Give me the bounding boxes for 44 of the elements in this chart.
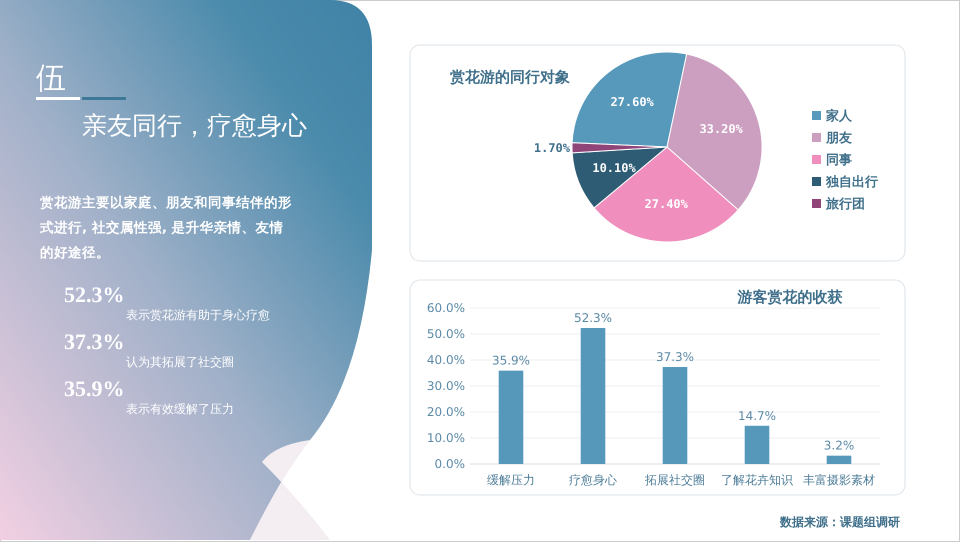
text: 52.3%	[64, 282, 124, 307]
text: 35.9%	[64, 376, 124, 401]
data-label: 37.3%	[656, 350, 694, 364]
data-label: 3.2%	[824, 438, 854, 453]
y-tick-label: 40.0%	[426, 353, 465, 367]
bar	[580, 328, 606, 464]
data-label: 14.7%	[738, 408, 776, 423]
source-note: 数据来源：课题组调研	[779, 515, 900, 529]
legend-label: 同事	[826, 153, 852, 168]
data-label: 33.20%	[699, 122, 744, 136]
x-tick-label: 了解花卉知识	[721, 473, 793, 487]
chart-title: 游客赏花的收获	[736, 288, 842, 306]
bar	[744, 426, 770, 464]
bar	[826, 456, 852, 464]
text: 表示有效缓解了压力	[126, 402, 234, 416]
text: 表示赏花游有助于身心疗愈	[126, 308, 270, 322]
text: 亲友同行，疗愈身心	[82, 111, 307, 140]
x-tick-label: 丰富摄影素材	[803, 473, 875, 487]
data-label: 35.9%	[492, 354, 530, 368]
text: 赏花游主要以家庭、朋友和同事结伴的形式进行, 社交属性强, 是升华亲情、友情的好途径。	[39, 194, 292, 261]
text: 赏花游的同行对象	[450, 68, 570, 86]
data-label: 27.40%	[644, 196, 689, 211]
data-label: 1.70%	[534, 140, 571, 155]
y-tick-label: 0.0%	[434, 457, 465, 471]
text: 37.3%	[64, 329, 124, 354]
data-label: 52.3%	[574, 311, 612, 326]
legend-label: 朋友	[825, 131, 852, 146]
x-tick-label: 拓展社交圈	[644, 473, 705, 487]
y-tick-label: 60.0%	[426, 301, 465, 315]
legend-label: 家人	[825, 108, 853, 124]
legend-label: 独自出行	[825, 175, 878, 190]
data-label: 10.10%	[592, 161, 636, 176]
y-tick-label: 10.0%	[426, 431, 465, 445]
x-tick-label: 缓解压力	[487, 473, 535, 487]
x-tick-label: 疗愈身心	[569, 473, 617, 487]
y-tick-label: 20.0%	[426, 405, 465, 419]
bar	[662, 367, 688, 464]
text: 伍	[36, 61, 66, 96]
y-tick-label: 30.0%	[426, 379, 465, 393]
text: 认为其拓展了社交圈	[126, 355, 234, 369]
data-label: 27.60%	[610, 94, 655, 109]
legend-label: 旅行团	[825, 196, 865, 212]
y-tick-label: 50.0%	[426, 327, 465, 341]
bar	[498, 370, 524, 464]
